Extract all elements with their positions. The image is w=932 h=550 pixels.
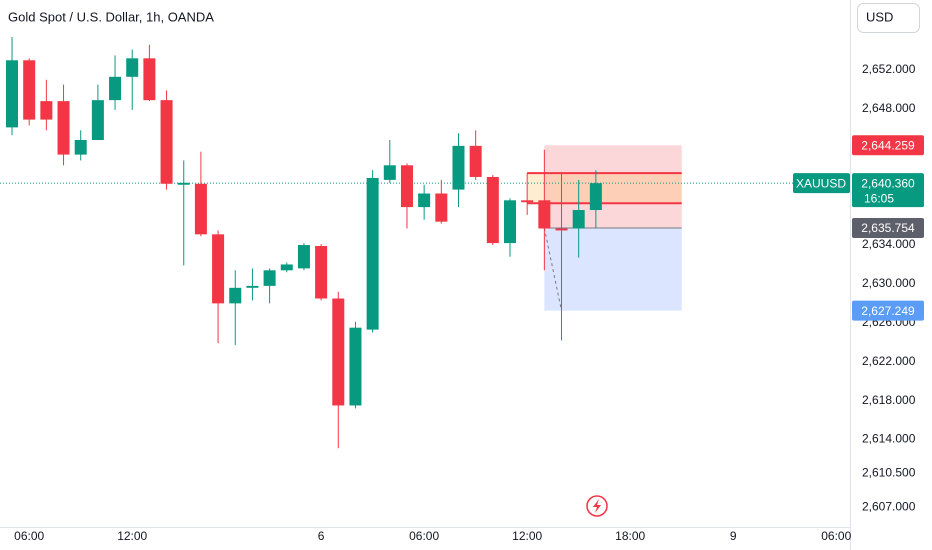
x-tick-label: 06:00	[409, 529, 439, 543]
y-tick-label: 2,622.000	[862, 354, 916, 368]
candle-body	[315, 245, 328, 299]
candle-body	[469, 145, 482, 177]
candle-body	[143, 58, 156, 101]
level-band	[527, 173, 682, 204]
candle-body	[246, 285, 259, 288]
plot	[0, 36, 850, 449]
candle-body	[74, 140, 87, 155]
candle-body	[366, 177, 379, 330]
candle-body	[194, 183, 207, 235]
candle-body	[23, 60, 36, 120]
x-tick-label: 12:00	[117, 529, 147, 543]
candle-body	[177, 182, 190, 185]
y-tick-label: 2,652.000	[862, 62, 916, 76]
candle-body	[91, 100, 104, 141]
candle-body	[212, 234, 225, 304]
candle-body	[538, 200, 551, 229]
candle-body	[332, 298, 345, 406]
price-tag-label: 2,644.259	[861, 138, 915, 152]
candle-body	[486, 176, 499, 244]
candle-body	[280, 264, 293, 271]
y-tick-label: 2,607.000	[862, 500, 916, 514]
countdown-label: 16:05	[864, 191, 894, 205]
candle-body	[400, 165, 413, 208]
price-tag	[852, 217, 924, 238]
x-tick-label: 06:00	[14, 529, 44, 543]
candle-body	[160, 100, 173, 184]
x-tick-label: 9	[730, 529, 737, 543]
candle-body	[229, 287, 242, 304]
chart-title: Gold Spot / U.S. Dollar, 1h, OANDA	[8, 9, 214, 24]
candle-body	[435, 193, 448, 222]
price-tag-label: 2,627.249	[861, 304, 915, 318]
candle-body	[589, 183, 602, 211]
currency-button[interactable]	[857, 3, 920, 33]
price-tag-label: 2,635.754	[861, 221, 915, 235]
currency-label[interactable]: USD	[866, 9, 893, 24]
x-tick-label: 6	[318, 529, 325, 543]
symbol-label: XAUUSD	[796, 176, 846, 190]
last-price-tag	[852, 173, 924, 208]
price-tag	[852, 300, 924, 321]
candle-body	[349, 327, 362, 406]
candle-body	[126, 58, 139, 77]
candle-body	[57, 101, 70, 155]
candle-body	[383, 165, 396, 180]
candle-body	[555, 228, 568, 231]
position-arrow	[543, 227, 563, 311]
x-tick-label: 06:00	[821, 529, 851, 543]
symbol-tag	[793, 173, 850, 194]
candle-body	[452, 145, 465, 190]
candle-body	[297, 245, 310, 269]
candle-body	[418, 193, 431, 208]
candle-body	[521, 200, 534, 203]
y-tick-label: 2,648.000	[862, 101, 916, 115]
target-zone	[544, 227, 682, 311]
candle-body	[109, 76, 122, 101]
y-tick-label: 2,610.500	[862, 466, 916, 480]
candle-body	[6, 60, 19, 128]
x-tick-label: 12:00	[512, 529, 542, 543]
y-tick-label: 2,618.000	[862, 393, 916, 407]
y-tick-label: 2,614.000	[862, 432, 916, 446]
last-price-label: 2,640.360	[861, 176, 915, 190]
x-tick-label: 18:00	[615, 529, 645, 543]
stop-zone	[544, 145, 682, 228]
candle-body	[263, 270, 276, 286]
price-tag	[852, 135, 924, 156]
y-tick-label: 2,630.000	[862, 276, 916, 290]
y-tick-label: 2,634.000	[862, 237, 916, 251]
candle-body	[572, 210, 585, 229]
candle-body	[504, 200, 516, 244]
alert-icon[interactable]	[586, 495, 608, 517]
candle-body	[40, 101, 53, 120]
